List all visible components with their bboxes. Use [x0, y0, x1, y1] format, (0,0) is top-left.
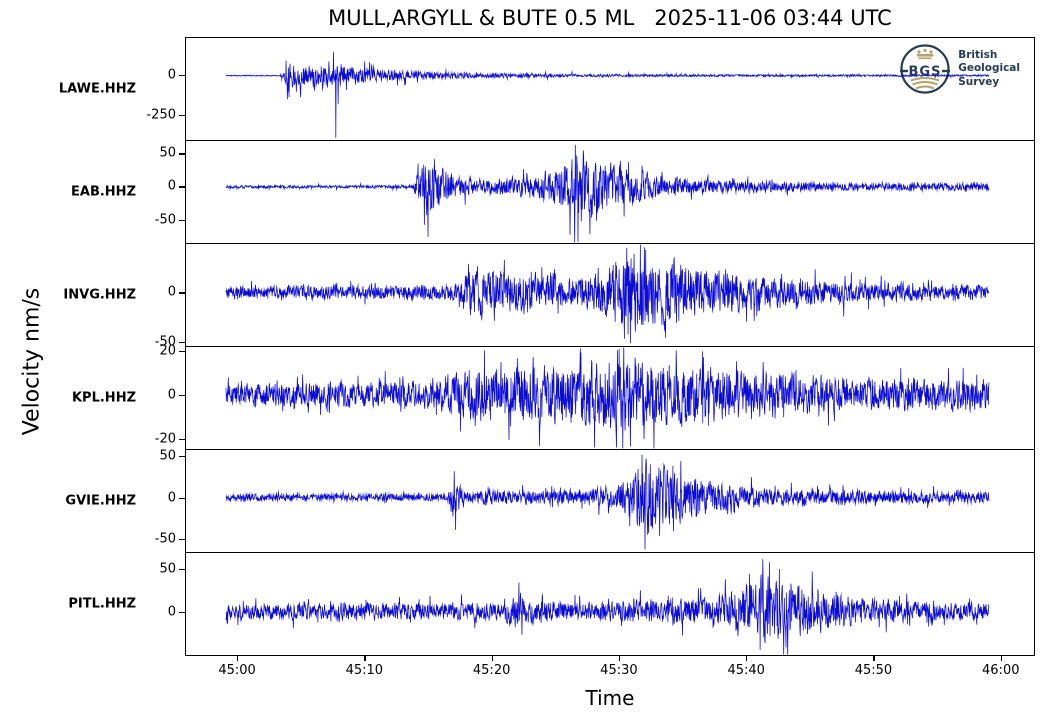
waveform-kpl — [186, 347, 1034, 449]
y-tick-label: 0 — [167, 284, 176, 300]
panel-pitl — [186, 553, 1034, 655]
panel-gvie — [186, 450, 1034, 553]
y-tick-label: -250 — [146, 107, 176, 123]
y-tick-label: 0 — [167, 604, 176, 620]
x-tick-mark — [746, 656, 748, 661]
x-tick-mark — [237, 656, 239, 661]
waveform-invg — [186, 244, 1034, 346]
y-tick-label: 20 — [159, 343, 176, 359]
y-tick-mark — [179, 611, 185, 613]
x-tick-mark — [364, 656, 366, 661]
x-tick-label: 45:50 — [854, 663, 893, 678]
y-tick-label: 50 — [159, 561, 176, 577]
y-tick-label: -50 — [154, 531, 176, 547]
y-tick-mark — [179, 350, 185, 353]
y-tick-mark — [179, 75, 185, 77]
y-tick-mark — [179, 153, 185, 155]
y-tick-label: -50 — [154, 334, 176, 350]
panel-lawe: BGS British Geological Survey — [186, 38, 1034, 141]
x-tick-mark — [873, 656, 875, 661]
x-tick-label: 45:10 — [345, 663, 384, 678]
y-tick-label: 0 — [167, 387, 176, 403]
y-tick-mark — [179, 394, 185, 396]
panel-kpl — [186, 347, 1034, 450]
panel-eab — [186, 141, 1034, 244]
waveform-lawe — [186, 38, 1034, 140]
station-label-gvie.hhz: GVIE.HHZ — [65, 493, 136, 509]
y-tick-label: 0 — [167, 490, 176, 506]
y-tick-label: 0 — [167, 67, 176, 83]
waveform-eab — [186, 141, 1034, 243]
y-tick-mark — [179, 219, 185, 221]
x-tick-mark — [618, 656, 621, 661]
y-tick-mark — [179, 569, 185, 571]
y-tick-label: 0 — [167, 178, 176, 194]
station-label-kpl.hhz: KPL.HHZ — [71, 390, 136, 406]
station-label-invg.hhz: INVG.HHZ — [63, 287, 136, 303]
x-tick-label: 45:30 — [600, 663, 638, 678]
x-tick-label: 45:00 — [218, 663, 256, 678]
y-tick-mark — [179, 538, 185, 540]
y-tick-mark — [179, 186, 185, 188]
x-tick-label: 45:40 — [727, 663, 765, 678]
plot-title: MULL,ARGYLL & BUTE 0.5 ML 2025-11-06 03:… — [328, 6, 892, 30]
y-tick-mark — [179, 456, 185, 458]
y-tick-label: -50 — [154, 212, 176, 228]
y-tick-mark — [179, 341, 185, 343]
x-tick-mark — [1000, 656, 1002, 661]
x-tick-label: 46:00 — [982, 663, 1020, 678]
panel-invg — [186, 244, 1034, 347]
y-tick-mark — [179, 497, 185, 499]
x-tick-mark — [491, 656, 493, 661]
plot-area: BGS British Geological Survey — [185, 37, 1035, 656]
station-label-lawe.hhz: LAWE.HHZ — [58, 81, 136, 97]
y-tick-mark — [179, 115, 185, 117]
x-axis-label: Time — [585, 686, 635, 710]
y-tick-label: -20 — [154, 431, 176, 447]
y-tick-label: 50 — [159, 448, 176, 464]
y-tick-label: 50 — [159, 145, 176, 161]
station-label-eab.hhz: EAB.HHZ — [71, 184, 136, 200]
station-label-pitl.hhz: PITL.HHZ — [68, 596, 136, 612]
y-tick-mark — [179, 438, 185, 440]
x-tick-label: 45:20 — [472, 663, 511, 678]
waveform-pitl — [186, 553, 1034, 655]
waveform-gvie — [186, 450, 1034, 552]
y-tick-mark — [179, 292, 185, 294]
